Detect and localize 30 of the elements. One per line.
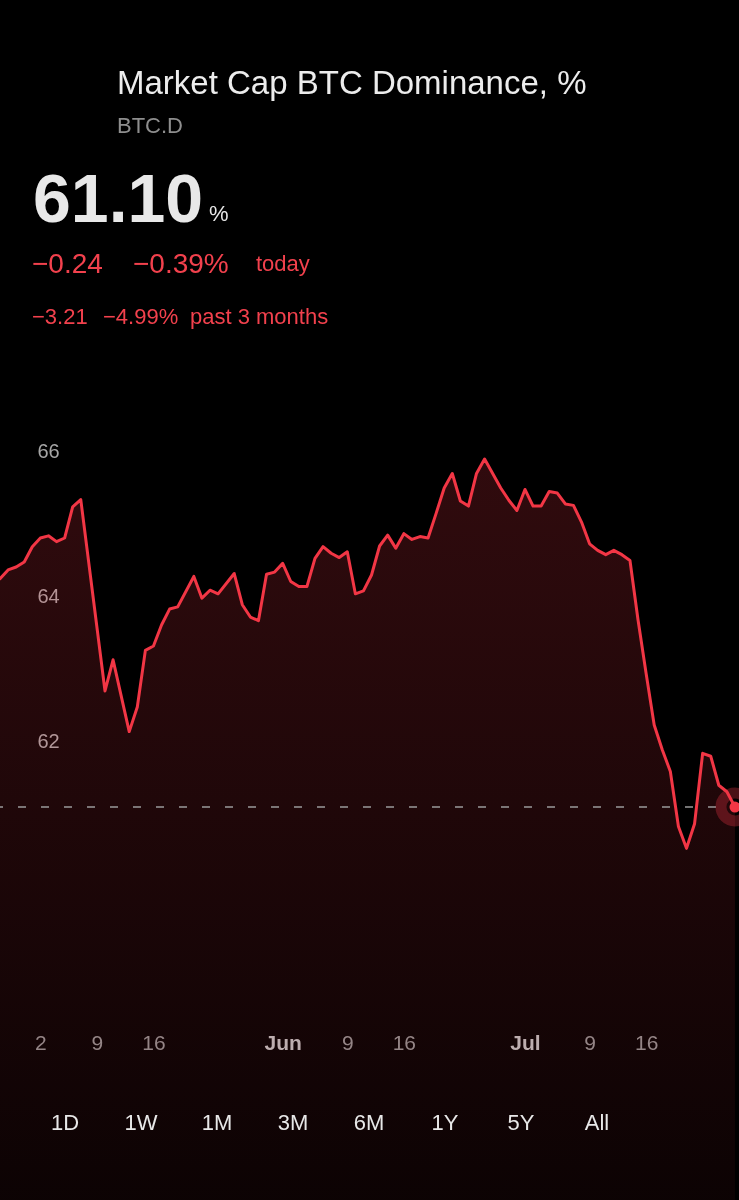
annotation: −0.39% xyxy=(133,248,229,279)
annotation: 1M xyxy=(201,1110,233,1135)
x-tick-label: 9 xyxy=(584,1030,596,1054)
annotation: −0.24 xyxy=(32,248,103,279)
text: BTC.D xyxy=(117,113,183,138)
x-tick-label: 9 xyxy=(341,1030,354,1054)
annotation: 1W xyxy=(124,1110,158,1135)
annotation: % xyxy=(209,201,229,226)
x-tick-label: 2 xyxy=(35,1030,47,1054)
x-tick-label: 16 xyxy=(634,1030,659,1054)
annotation: 5Y xyxy=(507,1110,535,1135)
annotation: past 3 months xyxy=(190,304,329,329)
y-tick-label: 62 xyxy=(37,730,60,753)
x-tick-label: Jun xyxy=(264,1030,302,1054)
y-tick-label: 66 xyxy=(37,440,60,463)
annotation: 1Y xyxy=(431,1110,459,1135)
annotation: −3.21 xyxy=(32,304,88,329)
x-tick-label: 9 xyxy=(91,1030,104,1054)
annotation: −4.99% xyxy=(103,304,179,329)
x-tick-label: 16 xyxy=(142,1030,166,1054)
annotation: today xyxy=(256,251,310,276)
annotation: All xyxy=(584,1110,610,1135)
x-tick-label: 16 xyxy=(392,1030,416,1054)
annotation: 1D xyxy=(50,1110,80,1135)
x-tick-label: Jul xyxy=(510,1030,541,1054)
y-tick-label: 64 xyxy=(37,585,60,608)
text: Market Cap BTC Dominance, % xyxy=(117,64,587,101)
annotation: 6M xyxy=(353,1110,385,1135)
annotation: 61.10 xyxy=(33,160,204,236)
annotation: 3M xyxy=(277,1110,309,1135)
